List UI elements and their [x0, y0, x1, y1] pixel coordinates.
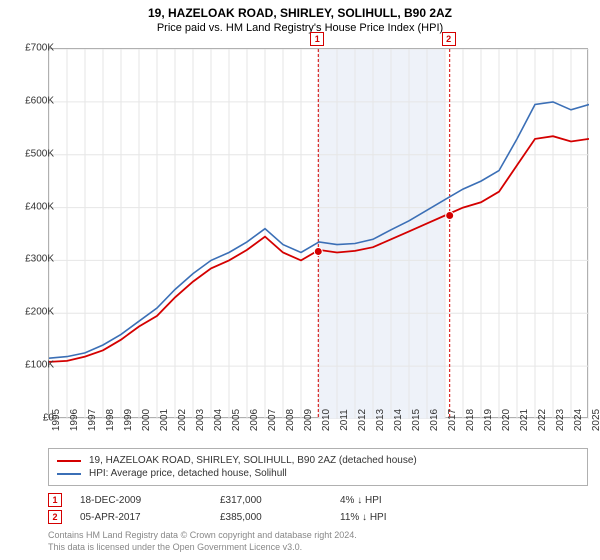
xaxis-tick-label: 2011: [339, 409, 350, 431]
marker-box: 1: [310, 32, 324, 46]
xaxis-tick-label: 2014: [393, 409, 404, 431]
legend-row: 19, HAZELOAK ROAD, SHIRLEY, SOLIHULL, B9…: [57, 455, 579, 466]
footer-line1: Contains HM Land Registry data © Crown c…: [48, 530, 588, 542]
transaction-marker: 1: [48, 493, 62, 507]
xaxis-tick-label: 1999: [123, 409, 134, 431]
chart-plot-area: [48, 48, 588, 418]
xaxis-tick-label: 2010: [321, 409, 332, 431]
xaxis-tick-label: 2018: [465, 409, 476, 431]
transaction-row: 1 18-DEC-2009 £317,000 4% ↓ HPI: [48, 493, 588, 507]
yaxis-tick-label: £600K: [25, 95, 54, 106]
xaxis-tick-label: 2001: [159, 409, 170, 431]
transaction-marker: 2: [48, 510, 62, 524]
yaxis-tick-label: £100K: [25, 360, 54, 371]
footer-line2: This data is licensed under the Open Gov…: [48, 542, 588, 554]
xaxis-tick-label: 1997: [87, 409, 98, 431]
xaxis-tick-label: 2012: [357, 409, 368, 431]
yaxis-tick-label: £500K: [25, 148, 54, 159]
xaxis-tick-label: 2025: [591, 409, 600, 431]
xaxis-tick-label: 1996: [69, 409, 80, 431]
title-block: 19, HAZELOAK ROAD, SHIRLEY, SOLIHULL, B9…: [0, 0, 600, 36]
marker-dot: [446, 212, 454, 220]
yaxis-tick-label: £300K: [25, 254, 54, 265]
xaxis-tick-label: 2013: [375, 409, 386, 431]
transaction-date: 05-APR-2017: [80, 512, 220, 523]
marker-dot: [314, 247, 322, 255]
chart-svg: [49, 49, 589, 419]
transaction-delta: 4% ↓ HPI: [340, 495, 460, 506]
xaxis-tick-label: 2009: [303, 409, 314, 431]
legend-label: HPI: Average price, detached house, Soli…: [89, 468, 287, 479]
xaxis-tick-label: 2024: [573, 409, 584, 431]
legend-row: HPI: Average price, detached house, Soli…: [57, 468, 579, 479]
xaxis-tick-label: 2006: [249, 409, 260, 431]
xaxis-tick-label: 2019: [483, 409, 494, 431]
xaxis-tick-label: 2022: [537, 409, 548, 431]
xaxis-tick-label: 1995: [51, 409, 62, 431]
yaxis-tick-label: £700K: [25, 43, 54, 54]
xaxis-tick-label: 2020: [501, 409, 512, 431]
title-sub: Price paid vs. HM Land Registry's House …: [0, 22, 600, 34]
legend: 19, HAZELOAK ROAD, SHIRLEY, SOLIHULL, B9…: [48, 448, 588, 486]
transaction-date: 18-DEC-2009: [80, 495, 220, 506]
page: 19, HAZELOAK ROAD, SHIRLEY, SOLIHULL, B9…: [0, 0, 600, 560]
footer: Contains HM Land Registry data © Crown c…: [48, 530, 588, 553]
xaxis-tick-label: 2000: [141, 409, 152, 431]
xaxis-tick-label: 2016: [429, 409, 440, 431]
xaxis-tick-label: 2008: [285, 409, 296, 431]
marker-box: 2: [442, 32, 456, 46]
transaction-price: £317,000: [220, 495, 340, 506]
legend-swatch: [57, 473, 81, 475]
transaction-row: 2 05-APR-2017 £385,000 11% ↓ HPI: [48, 510, 588, 524]
transaction-table: 1 18-DEC-2009 £317,000 4% ↓ HPI 2 05-APR…: [48, 490, 588, 527]
xaxis-tick-label: 2017: [447, 409, 458, 431]
xaxis-tick-label: 2002: [177, 409, 188, 431]
xaxis-tick-label: 2005: [231, 409, 242, 431]
xaxis-tick-label: 2021: [519, 409, 530, 431]
xaxis-tick-label: 2007: [267, 409, 278, 431]
xaxis-tick-label: 2003: [195, 409, 206, 431]
xaxis-tick-label: 2023: [555, 409, 566, 431]
xaxis-tick-label: 2015: [411, 409, 422, 431]
transaction-price: £385,000: [220, 512, 340, 523]
transaction-delta: 11% ↓ HPI: [340, 512, 460, 523]
title-main: 19, HAZELOAK ROAD, SHIRLEY, SOLIHULL, B9…: [0, 6, 600, 20]
xaxis-tick-label: 1998: [105, 409, 116, 431]
legend-swatch: [57, 460, 81, 462]
yaxis-tick-label: £400K: [25, 201, 54, 212]
legend-label: 19, HAZELOAK ROAD, SHIRLEY, SOLIHULL, B9…: [89, 455, 417, 466]
yaxis-tick-label: £200K: [25, 307, 54, 318]
xaxis-tick-label: 2004: [213, 409, 224, 431]
